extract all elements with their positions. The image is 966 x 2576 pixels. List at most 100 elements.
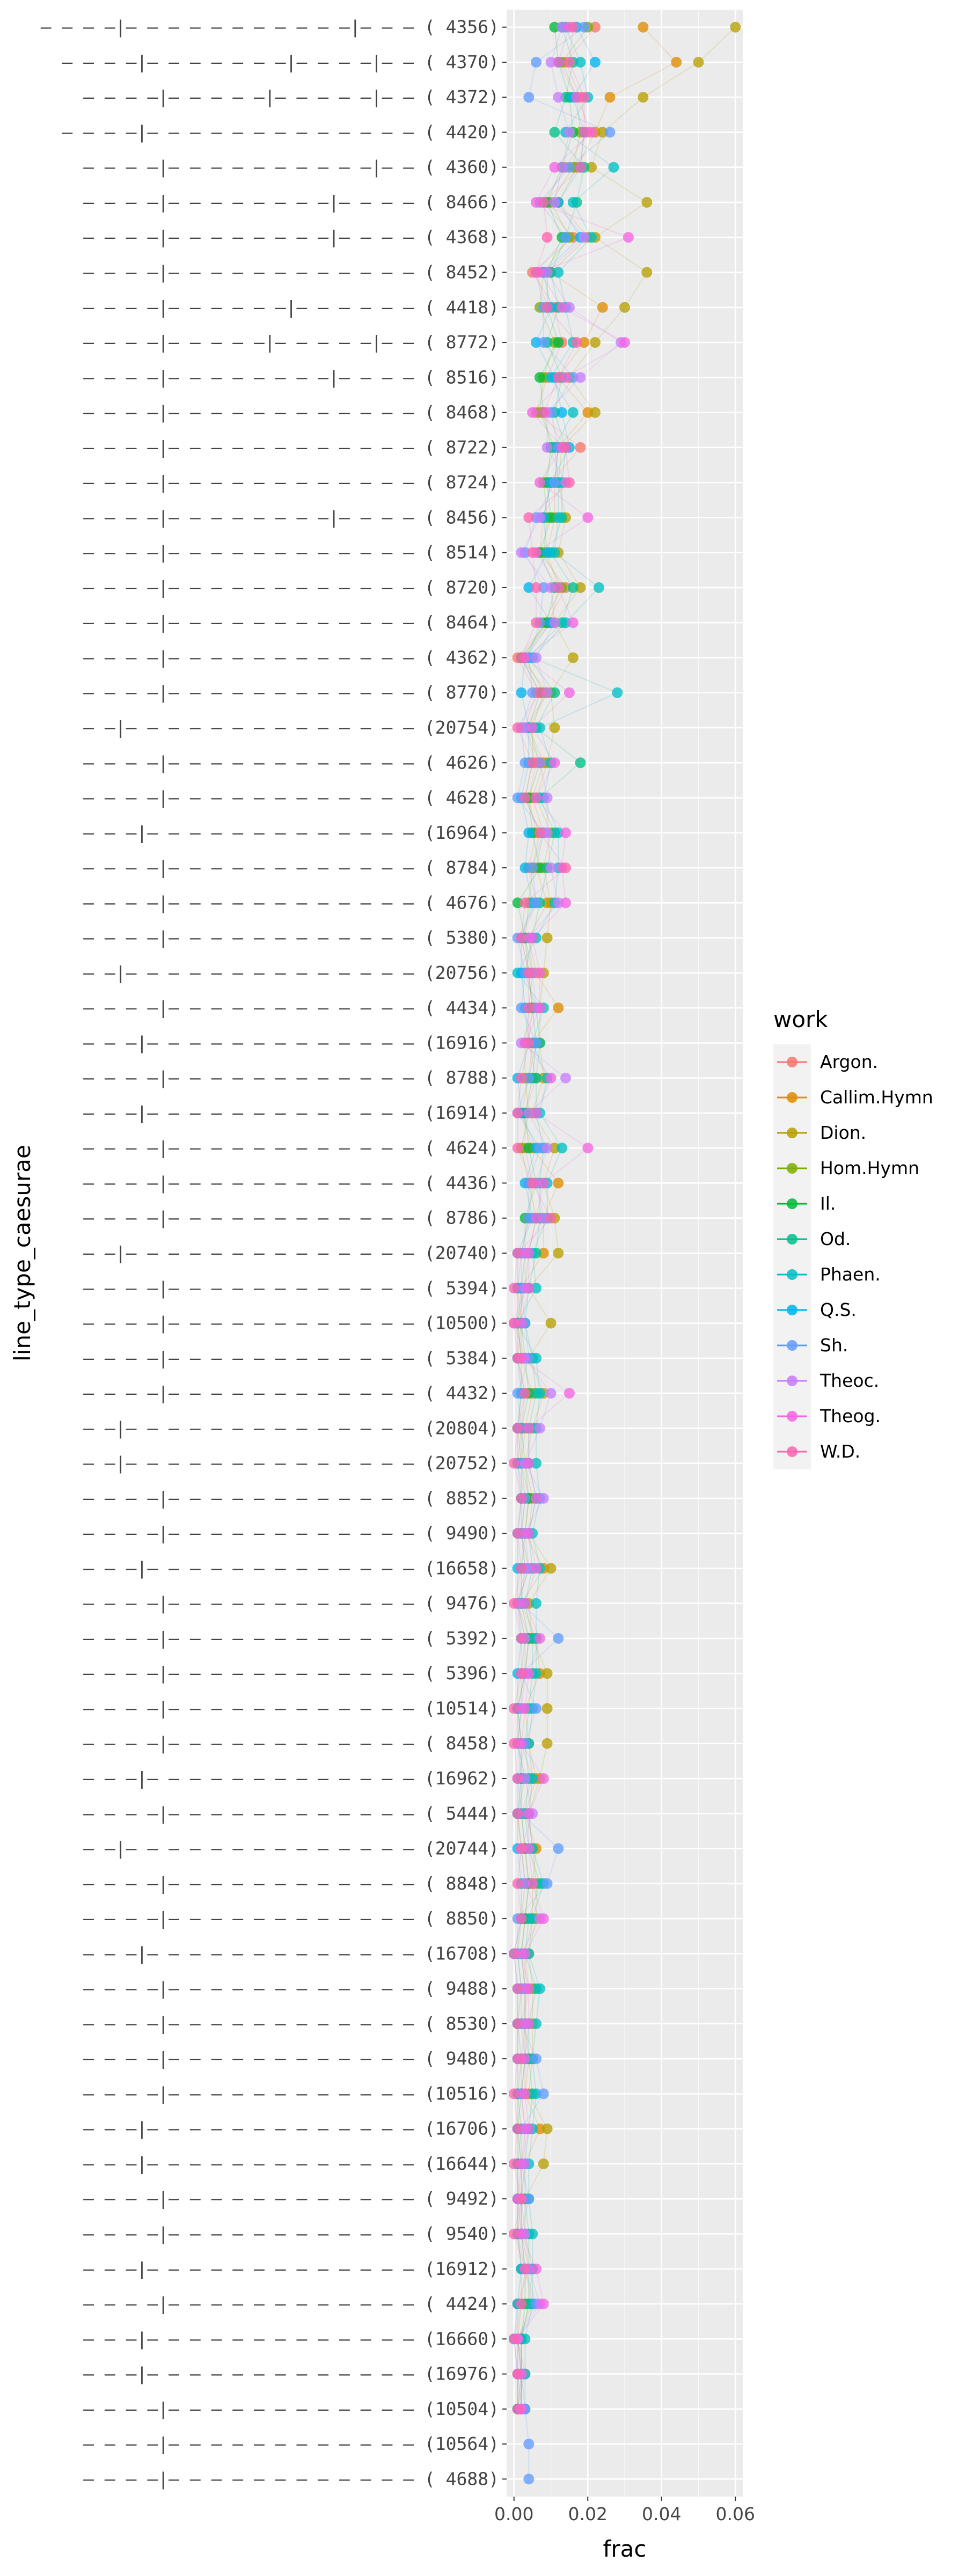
legend-label: Theoc. <box>819 1370 879 1391</box>
data-point <box>512 1773 523 1784</box>
data-point <box>531 1072 541 1084</box>
legend-key-point <box>787 1057 797 1067</box>
data-point <box>560 232 571 243</box>
y-tick-label: – – – –|– – – – – – – – – – – – ( 8786) <box>83 1208 499 1228</box>
data-point <box>557 1143 568 1154</box>
data-point <box>516 2228 527 2240</box>
data-point <box>534 827 545 838</box>
data-point <box>553 337 564 348</box>
data-point <box>582 407 594 418</box>
data-point <box>538 407 549 418</box>
data-point <box>557 407 568 418</box>
y-tick-label: – – –|– – – – – – – – – – – – – (16914) <box>83 1102 499 1123</box>
data-point <box>531 1458 541 1469</box>
data-point <box>575 757 586 769</box>
data-point <box>531 1668 541 1679</box>
legend-key-point <box>787 1340 797 1351</box>
y-tick-label: – – – –|– – – – – – – – – – – – ( 4624) <box>83 1137 499 1158</box>
data-point <box>579 21 590 33</box>
data-point <box>516 652 527 663</box>
y-tick-label: – –|– – – – – – – – – – – – – – (20754) <box>83 717 499 738</box>
data-point <box>564 56 575 68</box>
data-point <box>564 302 575 313</box>
data-point <box>519 2053 531 2065</box>
data-point <box>512 1528 523 1539</box>
legend-label: Il. <box>820 1193 836 1214</box>
data-point <box>590 407 601 418</box>
data-point <box>508 2333 519 2345</box>
data-point <box>586 162 597 173</box>
y-tick-label: – – –|– – – – – – – – – – – – – (16660) <box>83 2328 499 2349</box>
data-point <box>523 1528 535 1539</box>
data-point <box>527 2228 538 2240</box>
x-tick-label: 0.02 <box>568 2504 608 2524</box>
data-point <box>567 652 579 663</box>
data-point <box>508 1703 519 1714</box>
data-point <box>508 2088 519 2099</box>
data-point <box>512 1388 523 1399</box>
data-point <box>516 1072 527 1084</box>
data-point <box>508 1738 519 1749</box>
data-point <box>641 197 653 208</box>
data-point <box>519 2088 531 2099</box>
y-tick-label: – – – –|– – – – – – – – – – – – ( 8720) <box>83 577 499 598</box>
y-tick-label: – – – –|– – – – – – – – – – – – ( 4436) <box>83 1172 499 1193</box>
data-point <box>516 1668 527 1679</box>
data-point <box>571 92 582 103</box>
data-point <box>512 2123 523 2134</box>
data-point <box>516 2193 527 2205</box>
data-point <box>527 722 538 733</box>
data-point <box>531 1037 541 1049</box>
data-point <box>553 512 564 523</box>
data-point <box>553 372 564 383</box>
data-point <box>553 1843 564 1854</box>
data-point <box>575 162 586 173</box>
data-point <box>590 21 601 33</box>
data-point <box>541 442 553 453</box>
data-point <box>531 197 541 208</box>
legend-label: W.D. <box>820 1441 860 1462</box>
data-point <box>612 687 623 698</box>
data-point <box>604 92 616 103</box>
data-point <box>534 967 545 978</box>
data-point <box>586 127 597 138</box>
data-point <box>531 582 541 593</box>
data-point <box>564 162 575 173</box>
data-point <box>538 1492 549 1504</box>
legend-key-point <box>787 1269 797 1280</box>
y-tick-label: – – – –|– – – – – – – – – – – – ( 9480) <box>83 2048 499 2069</box>
data-point <box>516 2299 527 2309</box>
y-tick-label: – – – –|– – – – – – – – – – – – (10516) <box>83 2083 499 2104</box>
data-point <box>538 1212 549 1224</box>
data-point <box>541 1143 553 1154</box>
y-tick-label: – – – –|– – – – – – – – – – –|– – – ( 43… <box>41 17 499 38</box>
data-point <box>531 2053 541 2065</box>
data-point <box>538 337 549 348</box>
data-point <box>608 162 619 173</box>
data-point <box>538 1773 549 1784</box>
data-point <box>564 687 575 698</box>
data-point <box>531 1352 541 1364</box>
data-point <box>531 1563 541 1574</box>
y-tick-label: – –|– – – – – – – – – – – – – – (20752) <box>83 1453 499 1474</box>
x-axis-title: frac <box>603 2536 647 2562</box>
data-point <box>553 582 564 593</box>
data-point <box>538 2088 549 2099</box>
data-point <box>527 1177 538 1189</box>
data-point <box>523 1458 535 1469</box>
data-point <box>512 2018 523 2029</box>
data-point <box>549 197 560 208</box>
data-point <box>553 1248 564 1258</box>
data-point <box>541 267 553 278</box>
data-point <box>545 1563 557 1574</box>
data-point <box>523 1808 535 1819</box>
data-point <box>545 1318 557 1329</box>
data-point <box>519 1773 531 1784</box>
y-tick-label: – – – –|– – – – – – – – – – – – (10500) <box>83 1313 499 1334</box>
data-point <box>564 127 575 138</box>
data-point <box>508 1598 519 1609</box>
y-tick-label: – – – –|– – – – – – – – – – – – ( 9488) <box>83 1978 499 1999</box>
legend-key-point <box>787 1234 797 1245</box>
y-tick-label: – – – –|– – – – – – – – – – – – ( 8850) <box>83 1908 499 1929</box>
data-point <box>519 1388 531 1399</box>
